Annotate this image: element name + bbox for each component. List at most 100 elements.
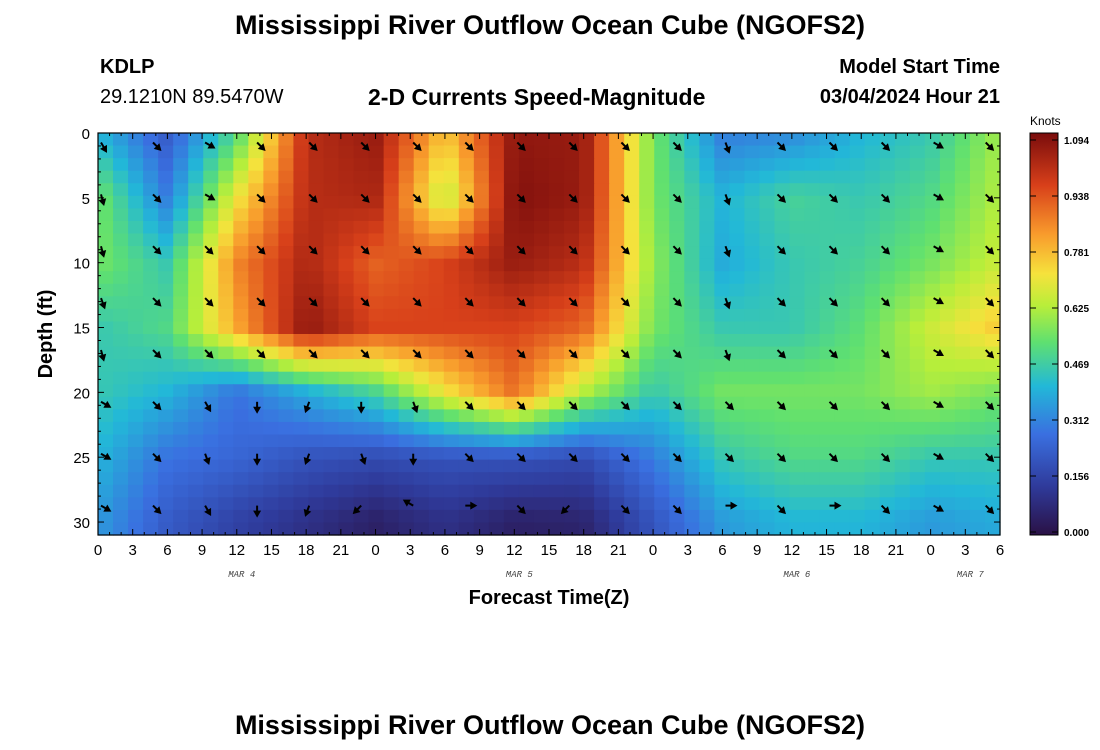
heatmap-cell: [338, 133, 355, 147]
heatmap-cell: [684, 484, 700, 498]
heatmap-cell: [98, 158, 114, 172]
heatmap-cell: [894, 208, 911, 222]
current-arrow: [776, 349, 786, 359]
current-arrow: [516, 193, 526, 203]
heatmap-cell: [549, 447, 565, 461]
heatmap-cell: [233, 459, 249, 473]
heatmap-cell: [218, 158, 234, 172]
heatmap-cell: [368, 283, 385, 297]
heatmap-cell: [398, 371, 415, 385]
heatmap-cell: [609, 283, 625, 297]
heatmap-cell: [789, 170, 806, 184]
heatmap-cell: [98, 396, 114, 410]
heatmap-cell: [173, 271, 189, 285]
heatmap-cell: [128, 145, 144, 159]
heatmap-cell: [263, 384, 279, 398]
heatmap-cell: [473, 208, 490, 222]
heatmap-cell: [774, 384, 791, 398]
heatmap-cell: [669, 195, 685, 209]
heatmap-cell: [278, 258, 295, 272]
heatmap-cell: [503, 384, 520, 398]
footer-title: Mississippi River Outflow Ocean Cube (NG…: [234, 710, 866, 740]
heatmap-cell: [473, 334, 490, 348]
heatmap-cell: [143, 409, 159, 423]
heatmap-cell: [909, 409, 926, 423]
current-arrow: [464, 193, 474, 203]
heatmap-cell: [458, 334, 475, 348]
heatmap-cell: [113, 233, 129, 247]
heatmap-cell: [984, 133, 1001, 147]
page-title: Mississippi River Outflow Ocean Cube (NG…: [234, 10, 866, 40]
heatmap-cell: [143, 233, 159, 247]
heatmap-cell: [864, 396, 881, 410]
heatmap-cell: [173, 334, 189, 348]
heatmap-cell: [308, 308, 325, 323]
heatmap-cell: [909, 447, 926, 461]
heatmap-cell: [503, 522, 520, 536]
heatmap-cell: [338, 170, 355, 184]
current-arrow: [402, 499, 414, 507]
current-arrow: [412, 297, 422, 307]
heatmap-cell: [173, 233, 189, 247]
heatmap-cell: [188, 208, 204, 222]
heatmap-cell: [473, 308, 490, 323]
heatmap-cell: [368, 183, 385, 197]
heatmap-cell: [173, 145, 189, 159]
heatmap-cell: [969, 233, 986, 247]
current-arrow: [308, 193, 318, 203]
heatmap-cell: [248, 183, 264, 197]
heatmap-cell: [639, 195, 655, 209]
heatmap-cell: [759, 409, 776, 423]
heatmap-cell: [308, 472, 325, 486]
heatmap-cell: [158, 170, 174, 184]
heatmap-cell: [458, 509, 475, 524]
heatmap-cell: [564, 158, 580, 172]
heatmap-cell: [639, 522, 655, 536]
heatmap-cell: [233, 170, 249, 184]
current-arrow: [516, 141, 526, 151]
heatmap-cell: [564, 384, 580, 398]
heatmap-cell: [113, 308, 129, 323]
heatmap-cell: [308, 459, 325, 473]
heatmap-cell: [128, 258, 144, 272]
heatmap-cell: [759, 396, 776, 410]
heatmap-cell: [98, 371, 114, 385]
heatmap-cell: [969, 509, 986, 524]
heatmap-cell: [969, 208, 986, 222]
heatmap-cell: [729, 208, 746, 222]
heatmap-cell: [383, 447, 400, 461]
heatmap-cell: [233, 396, 249, 410]
heatmap-cell: [218, 409, 234, 423]
current-arrow: [516, 297, 526, 307]
heatmap-cell: [879, 409, 896, 423]
heatmap-cell: [413, 409, 430, 423]
heatmap-cell: [98, 509, 114, 524]
heatmap-cell: [834, 321, 851, 335]
heatmap-cell: [293, 258, 310, 272]
heatmap-cell: [564, 271, 580, 285]
x-tick-label: 12: [784, 542, 801, 559]
heatmap-cell: [128, 509, 144, 524]
colorbar-label: 0.781: [1064, 248, 1089, 259]
heatmap-cell: [443, 195, 460, 209]
heatmap-cell: [714, 384, 730, 398]
heatmap-cell: [128, 133, 144, 147]
heatmap-cell: [879, 220, 896, 235]
heatmap-cell: [278, 421, 295, 436]
heatmap-cell: [368, 133, 385, 147]
heatmap-cell: [428, 459, 445, 473]
heatmap-cell: [594, 346, 610, 360]
heatmap-cell: [849, 459, 866, 473]
heatmap-cell: [894, 308, 911, 323]
current-arrow: [203, 453, 211, 465]
heatmap-cell: [158, 459, 174, 473]
heatmap-cell: [969, 133, 986, 147]
heatmap-cell: [954, 472, 971, 486]
heatmap-cell: [819, 158, 836, 172]
heatmap-cell: [654, 459, 670, 473]
heatmap-cell: [774, 321, 791, 335]
heatmap-cell: [789, 522, 806, 536]
heatmap-cell: [774, 208, 791, 222]
heatmap-cell: [789, 233, 806, 247]
heatmap-cell: [503, 472, 520, 486]
